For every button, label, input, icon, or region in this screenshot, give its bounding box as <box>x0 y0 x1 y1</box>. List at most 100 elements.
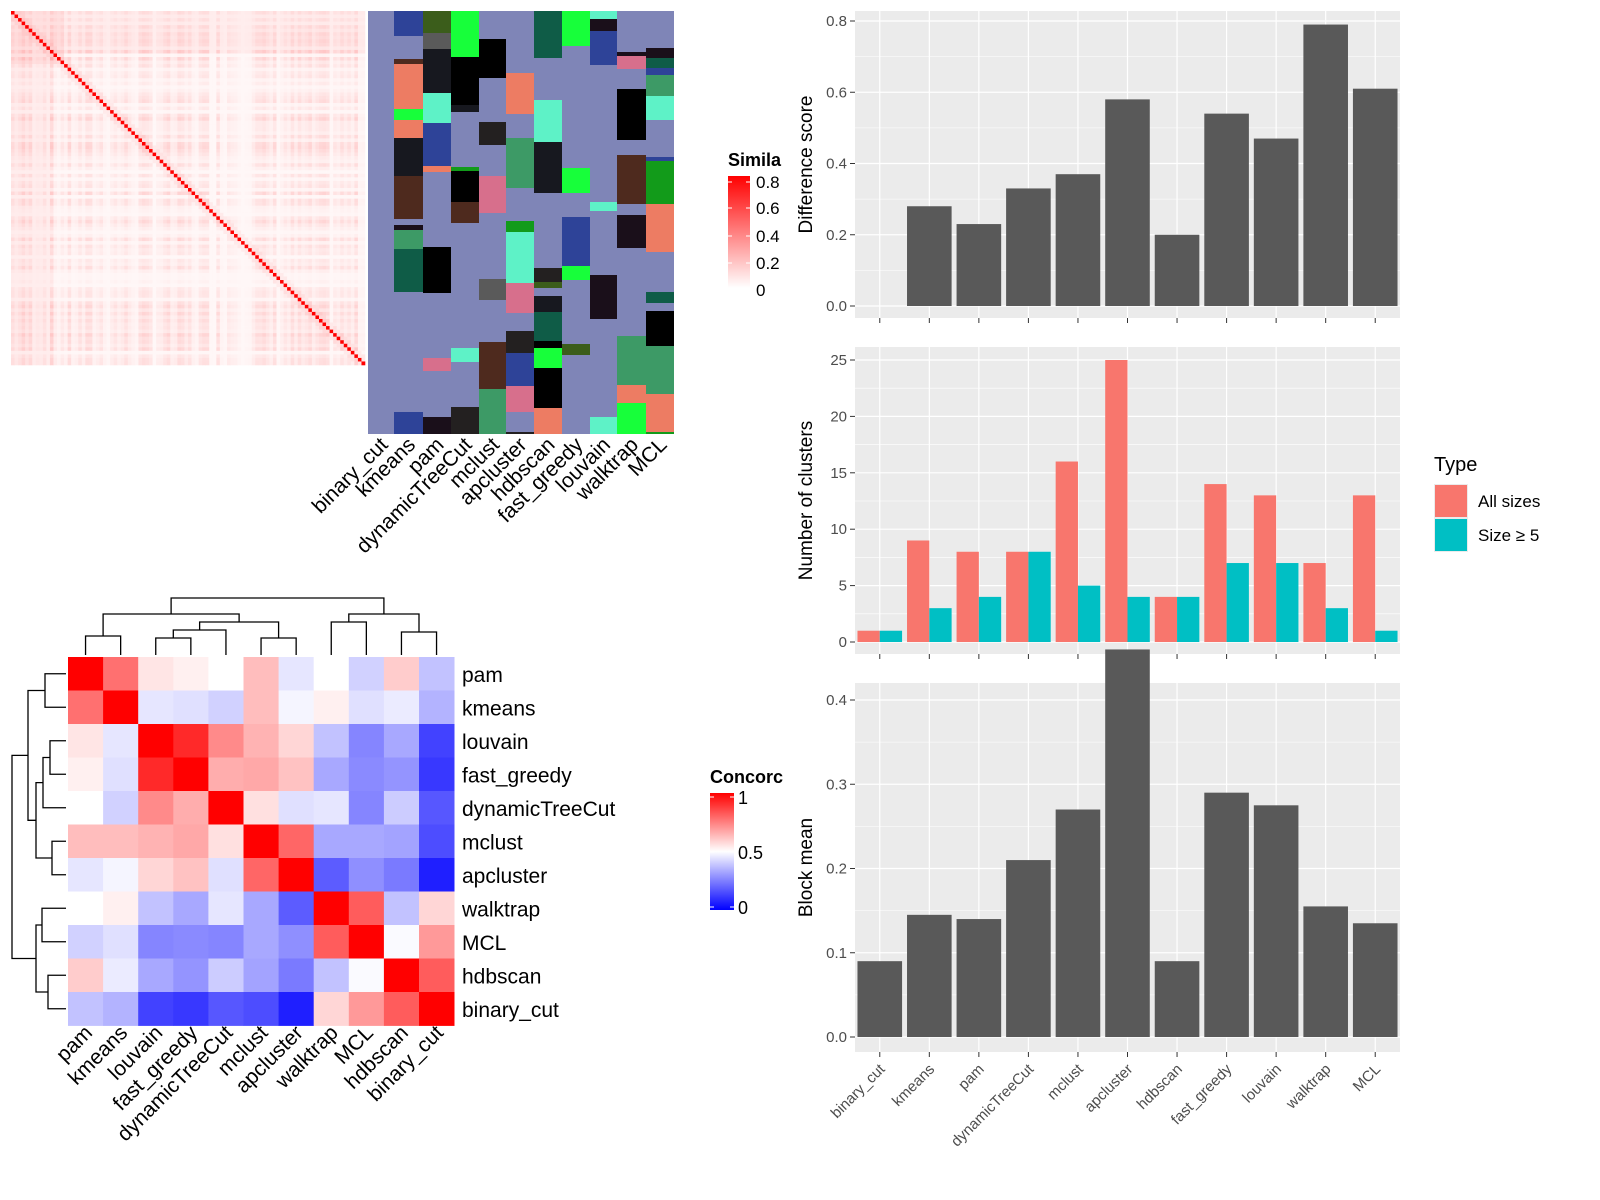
similarity-cell <box>294 127 299 132</box>
similarity-cell <box>223 71 228 76</box>
similarity-cell <box>255 88 260 93</box>
similarity-cell <box>163 145 168 150</box>
similarity-cell <box>71 53 76 58</box>
similarity-cell <box>180 103 185 107</box>
similarity-cell <box>35 99 40 104</box>
similarity-cell <box>237 103 242 107</box>
similarity-cell <box>88 78 93 83</box>
similarity-cell <box>315 152 320 157</box>
similarity-cell <box>120 35 125 40</box>
similarity-cell <box>304 32 309 37</box>
similarity-cell <box>354 53 359 58</box>
similarity-cell <box>276 103 281 107</box>
similarity-cell <box>67 159 72 164</box>
similarity-cell <box>262 25 267 29</box>
similarity-cell <box>244 53 249 58</box>
similarity-cell <box>237 67 242 72</box>
similarity-cell <box>127 92 132 97</box>
similarity-cell <box>57 67 61 72</box>
similarity-cell <box>42 49 47 54</box>
similarity-cell <box>322 131 327 136</box>
similarity-cell <box>276 49 281 54</box>
similarity-cell <box>191 85 196 90</box>
similarity-cell <box>57 88 61 93</box>
similarity-cell <box>85 42 90 47</box>
similarity-cell <box>205 81 210 86</box>
similarity-cell <box>131 74 136 79</box>
similarity-cell <box>283 18 288 22</box>
similarity-cell <box>159 120 164 125</box>
similarity-cell <box>173 184 178 189</box>
similarity-cell <box>49 124 54 129</box>
similarity-cell <box>191 46 196 51</box>
similarity-cell <box>262 134 267 139</box>
similarity-cell <box>85 113 90 118</box>
similarity-cell <box>49 117 54 122</box>
similarity-cell <box>21 18 26 22</box>
similarity-cell <box>42 145 47 150</box>
similarity-cell <box>173 127 178 132</box>
similarity-cell <box>301 95 306 100</box>
similarity-cell <box>244 163 249 168</box>
similarity-cell <box>272 81 277 86</box>
similarity-cell <box>340 138 345 143</box>
similarity-cell <box>180 14 185 19</box>
similarity-cell <box>67 35 72 40</box>
similarity-cell <box>251 173 256 178</box>
similarity-cell <box>159 74 164 79</box>
similarity-cell <box>226 117 231 122</box>
similarity-cell <box>53 120 58 125</box>
similarity-cell <box>308 53 313 58</box>
similarity-cell <box>350 113 355 118</box>
similarity-cell <box>35 124 40 129</box>
similarity-cell <box>209 184 214 189</box>
similarity-cell <box>258 74 263 79</box>
similarity-cell <box>11 88 15 93</box>
similarity-cell <box>280 11 284 15</box>
similarity-cell <box>216 11 221 15</box>
similarity-cell <box>304 103 309 107</box>
similarity-cell <box>269 32 274 37</box>
similarity-cell <box>35 49 40 54</box>
similarity-cell <box>74 67 79 72</box>
similarity-cell <box>244 32 249 37</box>
similarity-cell <box>14 170 19 175</box>
similarity-cell <box>354 180 359 185</box>
similarity-cell <box>21 145 26 150</box>
similarity-cell <box>134 138 139 143</box>
similarity-cell <box>113 81 118 86</box>
similarity-cell <box>336 11 341 15</box>
similarity-cell <box>149 42 153 47</box>
similarity-cell <box>127 163 132 168</box>
similarity-cell <box>219 184 224 189</box>
similarity-cell <box>304 149 309 153</box>
similarity-cell <box>226 127 231 132</box>
similarity-cell <box>347 21 352 26</box>
similarity-cell <box>180 57 185 61</box>
similarity-cell <box>280 21 284 26</box>
similarity-cell <box>244 25 249 29</box>
similarity-cell <box>265 35 270 40</box>
similarity-cell <box>308 134 313 139</box>
similarity-cell <box>46 18 51 22</box>
similarity-cell <box>290 35 295 40</box>
similarity-cell <box>262 49 267 54</box>
similarity-cell <box>145 103 150 107</box>
similarity-cell <box>64 166 68 171</box>
similarity-cell <box>318 67 323 72</box>
similarity-cell <box>64 103 68 107</box>
similarity-cell <box>304 53 309 58</box>
similarity-cell <box>141 127 146 132</box>
similarity-cell <box>92 14 97 19</box>
similarity-cell <box>318 81 323 86</box>
similarity-cell <box>138 35 143 40</box>
similarity-cell <box>21 39 26 44</box>
similarity-cell <box>141 124 146 129</box>
similarity-cell <box>272 117 277 122</box>
similarity-cell <box>223 180 228 185</box>
similarity-cell <box>226 149 231 153</box>
similarity-cell <box>287 49 291 54</box>
similarity-cell <box>241 124 245 129</box>
similarity-cell <box>248 131 253 136</box>
similarity-cell <box>81 180 86 185</box>
